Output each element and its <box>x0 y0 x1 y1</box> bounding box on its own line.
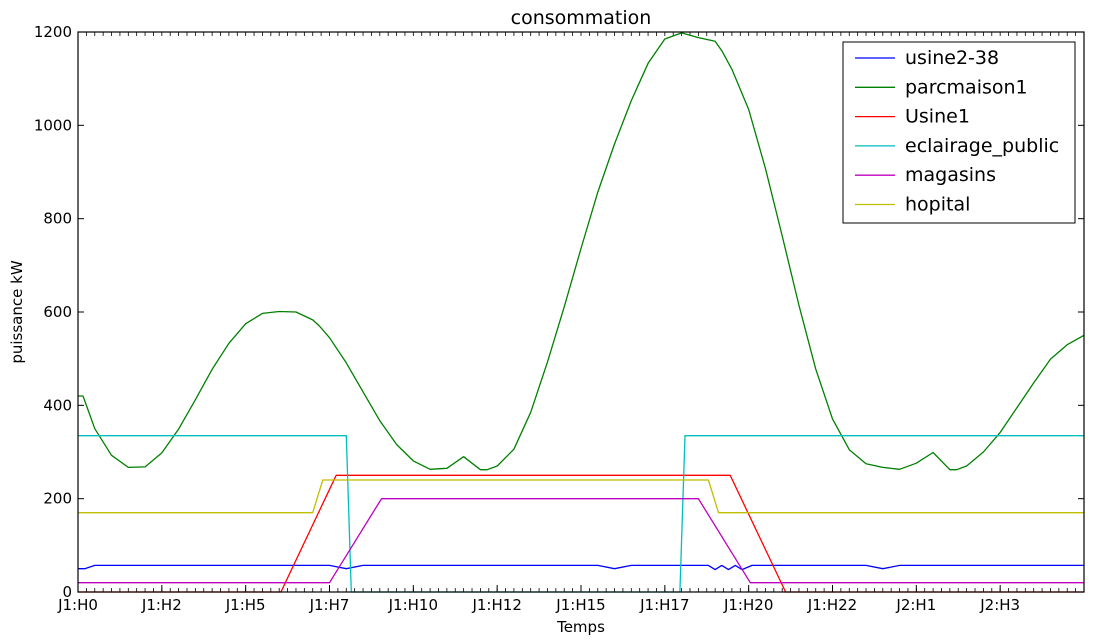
legend-label: magasins <box>905 164 996 186</box>
legend-box <box>842 41 1076 224</box>
series-line-magasins <box>78 498 1084 584</box>
legend-label: parcmaison1 <box>905 76 1028 98</box>
x-axis-label: Temps <box>556 618 605 636</box>
y-tick-label: 0 <box>62 583 72 601</box>
x-tick-label: J1:H2 <box>141 596 182 614</box>
x-tick-label: J1:H7 <box>309 596 350 614</box>
legend-label: Usine1 <box>905 106 970 128</box>
x-tick-label: J2:H3 <box>979 596 1020 614</box>
series-line-eclairage_public <box>78 435 1084 593</box>
legend-label: hopital <box>905 194 970 216</box>
y-tick-label: 400 <box>43 396 72 414</box>
y-tick-label: 1200 <box>34 23 72 41</box>
series-line-parcmaison1 <box>78 32 1085 471</box>
x-tick-label: J1:H22 <box>807 596 857 614</box>
chart-title: consommation <box>511 7 652 29</box>
y-tick-label: 1000 <box>34 116 72 134</box>
x-tick-label: J1:H0 <box>57 596 98 614</box>
legend: usine2-38 parcmaison1 Usine1 eclairage_publ… <box>842 41 1076 224</box>
plot-frame <box>77 31 1085 593</box>
legend-label: eclairage_public <box>905 135 1059 157</box>
x-tick-label: J1:H15 <box>555 596 605 614</box>
x-tick-label: J1:H10 <box>388 596 438 614</box>
x-tick-label: J1:H17 <box>639 596 689 614</box>
series-line-hopital <box>78 479 1084 514</box>
axis-ticks: 0 200 400 600 800 1000 1200 J1:H0 J1:H2 J1:H5 J1:H… <box>34 23 1085 614</box>
y-tick-label: 200 <box>43 490 72 508</box>
y-tick-label: 600 <box>43 303 72 321</box>
y-axis-label: puissance kW <box>8 260 26 363</box>
x-tick-label: J1:H12 <box>471 596 521 614</box>
series-line-usine2-38 <box>78 564 1084 571</box>
x-tick-label: J1:H20 <box>723 596 773 614</box>
y-tick-label: 800 <box>43 210 72 228</box>
x-tick-label: J1:H5 <box>225 596 266 614</box>
series-line-Usine1 <box>78 474 1084 593</box>
legend-label: usine2-38 <box>905 47 999 69</box>
x-tick-label: J2:H1 <box>895 596 936 614</box>
